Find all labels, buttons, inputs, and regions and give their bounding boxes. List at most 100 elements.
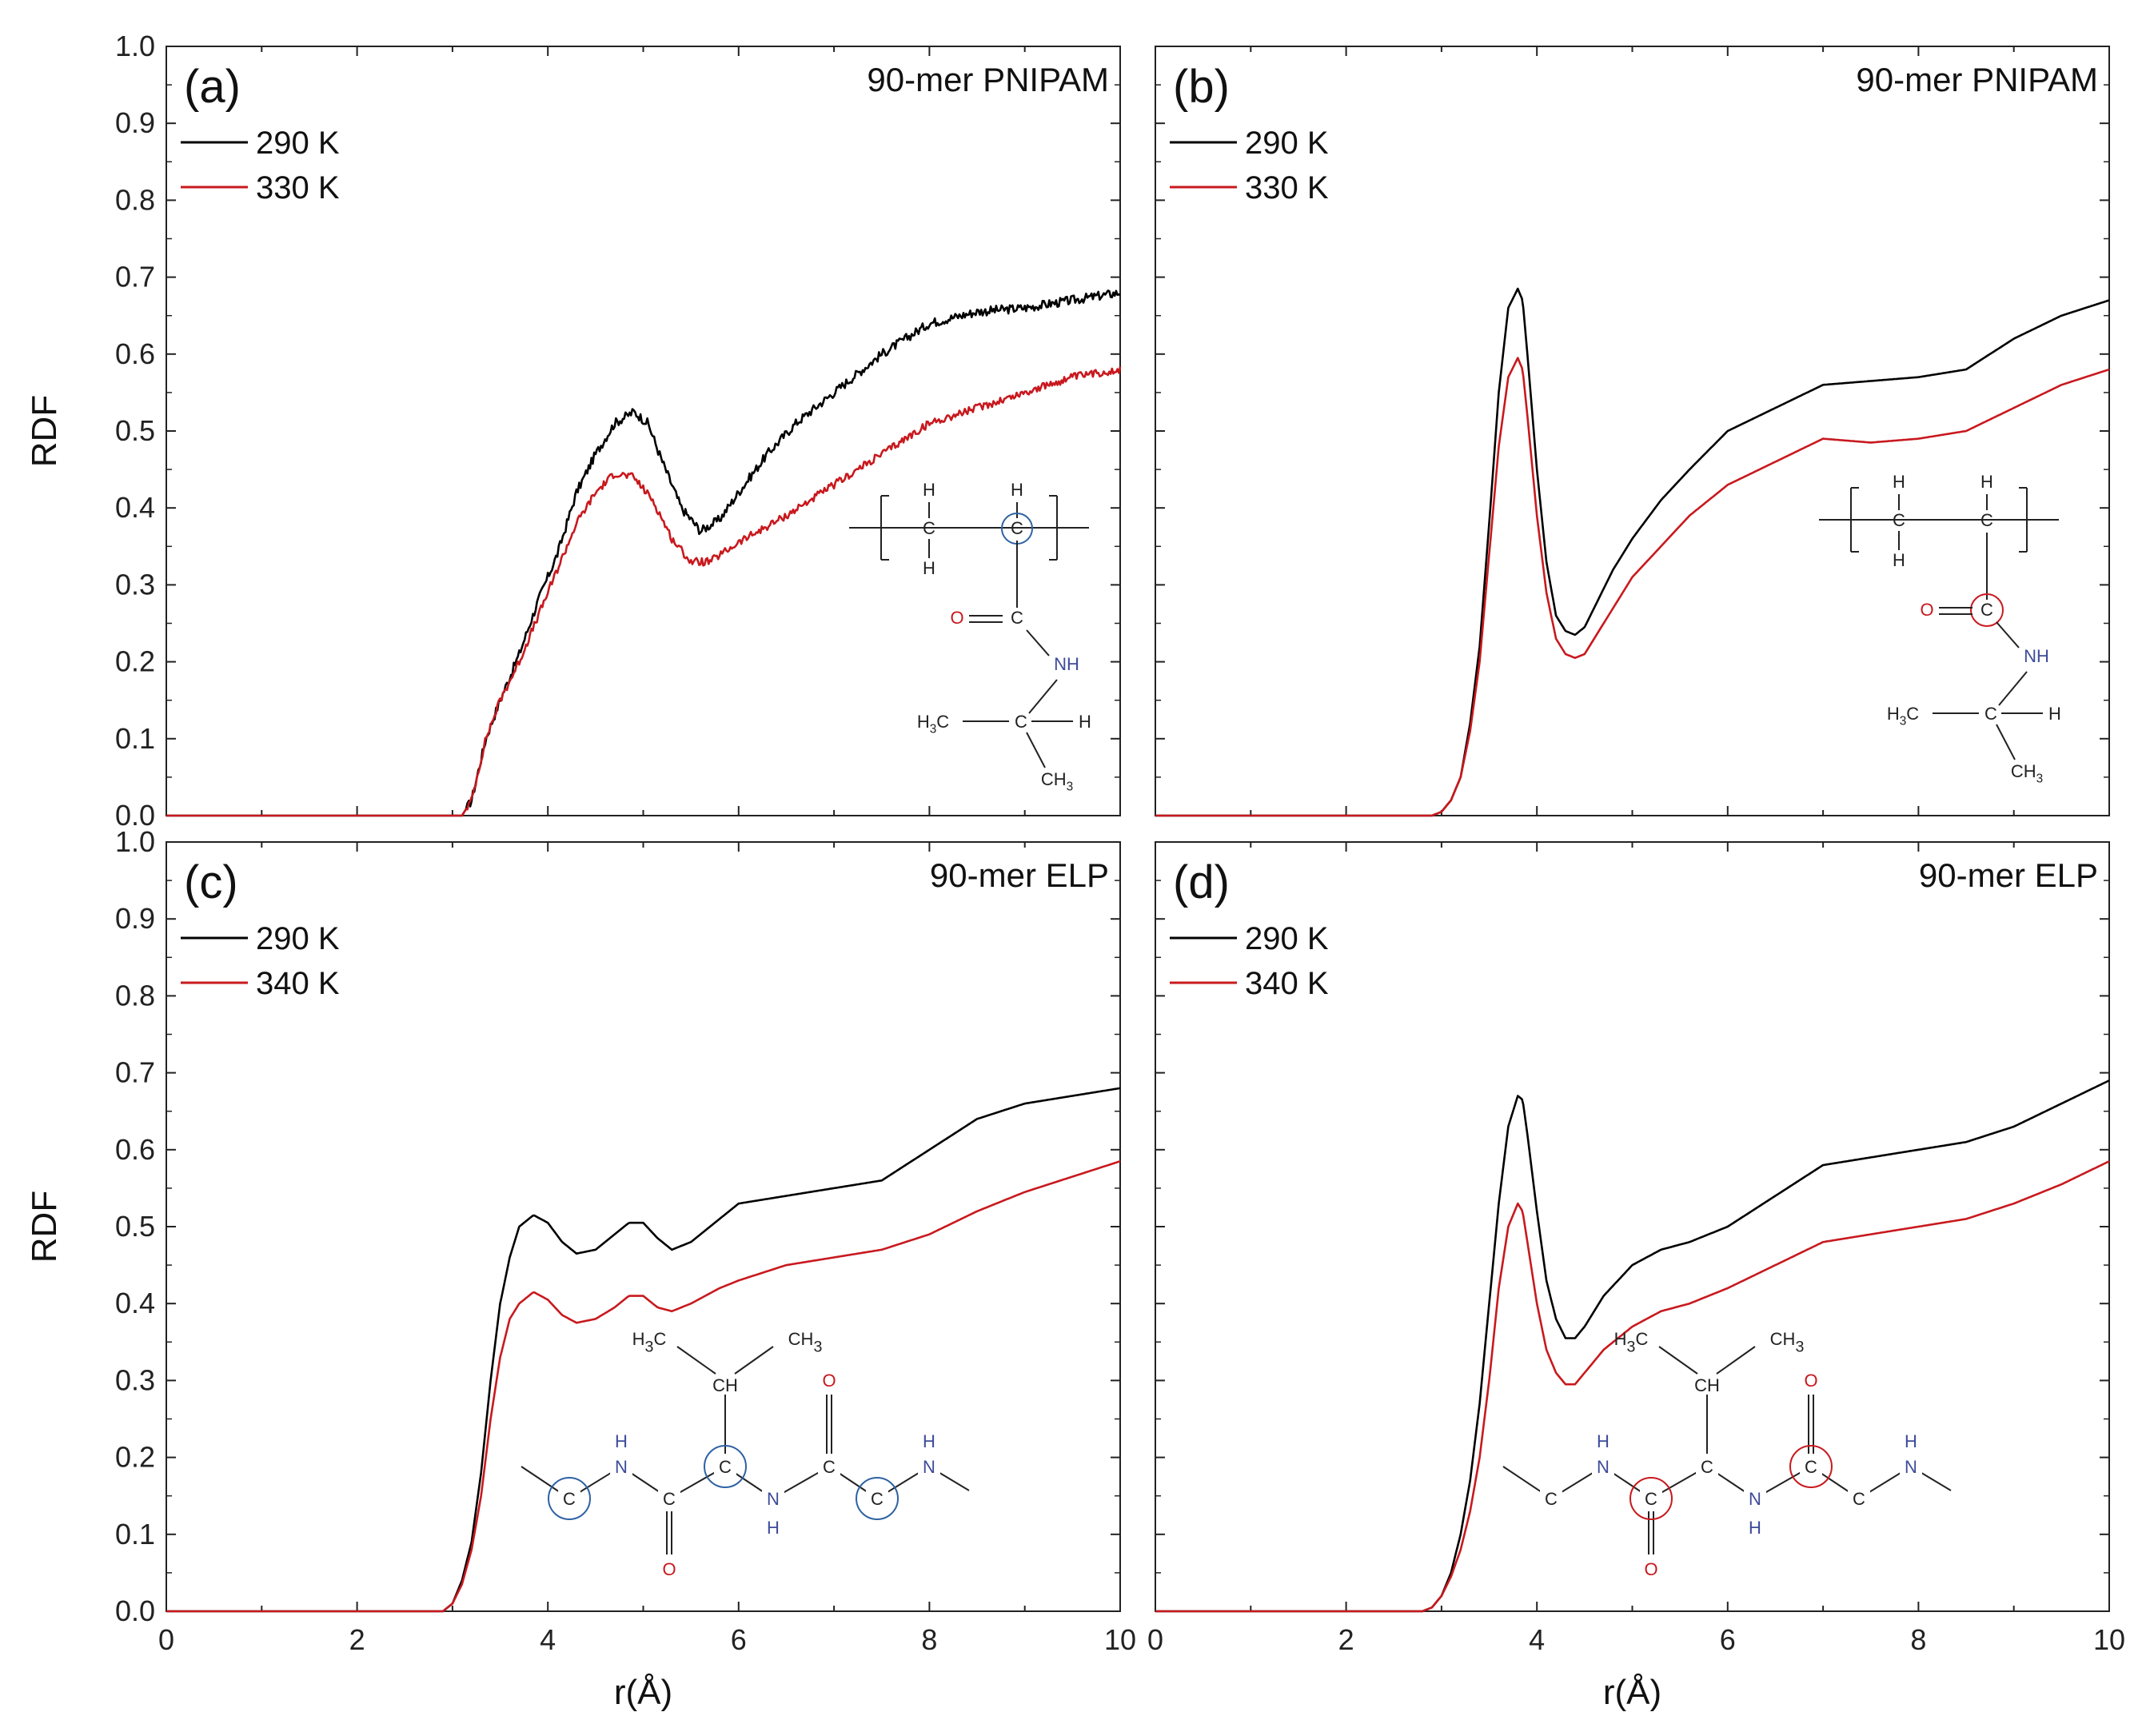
chem-label-bg xyxy=(1800,1455,1822,1478)
chem-group-ch3: CH3 xyxy=(1041,769,1073,794)
x-tick-label: 0 xyxy=(158,1623,174,1656)
chem-group-ch: CH xyxy=(712,1375,738,1395)
chem-atom-h: H xyxy=(767,1518,780,1538)
chem-label-bg xyxy=(818,1455,840,1478)
y-tick-label: 1.0 xyxy=(115,30,155,62)
chem-atom-h: H xyxy=(1749,1518,1761,1538)
y-tick-label: 0.2 xyxy=(115,645,155,678)
chem-atom-h: H xyxy=(1893,550,1905,570)
chem-label-bg xyxy=(1640,1487,1662,1510)
y-tick-label: 0.5 xyxy=(115,1210,155,1243)
chem-atom-h: H xyxy=(1011,480,1023,500)
plot-frame xyxy=(1155,841,2110,1612)
chem-atom-c: C xyxy=(1011,518,1023,538)
chem-label-bg xyxy=(866,1487,888,1510)
legend-label: 290 K xyxy=(1245,126,1329,161)
highlight-circle xyxy=(548,1477,591,1520)
chem-atom-h: H xyxy=(1980,472,1993,492)
chem-atom-h: H xyxy=(1597,1431,1610,1451)
x-tick-label: 10 xyxy=(2093,1623,2125,1656)
chem-label-bg xyxy=(1540,1487,1562,1510)
chem-group-h3c: H3C xyxy=(917,712,949,736)
chem-bond xyxy=(1028,679,1058,714)
panel-title: 90-mer PNIPAM xyxy=(867,61,1109,98)
y-tick-label: 0.8 xyxy=(115,979,155,1012)
chem-label-bg xyxy=(1744,1487,1766,1510)
chem-atom-n: N xyxy=(1597,1457,1610,1477)
chart-panel-b: (b) 90-mer PNIPAM 290 K 330 K xyxy=(1155,46,2110,817)
y-tick-label: 0.2 xyxy=(115,1441,155,1474)
panel-title: 90-mer ELP xyxy=(930,856,1109,894)
legend-label: 290 K xyxy=(1245,921,1329,956)
x-tick-label: 6 xyxy=(1720,1623,1736,1656)
chem-atom-n: N xyxy=(615,1457,628,1477)
chem-atom-h: H xyxy=(923,1431,935,1451)
chem-label-bg xyxy=(658,1487,680,1510)
chem-atom-n: N xyxy=(767,1489,780,1509)
series-line-330-k xyxy=(166,366,1122,817)
y-tick-label: 0.7 xyxy=(115,1056,155,1089)
legend-label: 290 K xyxy=(256,921,340,956)
chem-atom-o: O xyxy=(1644,1559,1657,1579)
y-axis-label: RDF xyxy=(25,395,64,467)
chem-atom-c: C xyxy=(1015,712,1027,732)
plot-frame xyxy=(166,841,1121,1612)
chem-label-bg xyxy=(1696,1455,1718,1478)
chem-atom-h: H xyxy=(923,480,935,500)
chem-group-ch: CH xyxy=(1694,1375,1720,1395)
chem-label-bg xyxy=(1592,1455,1614,1478)
x-tick-label: 4 xyxy=(1529,1623,1545,1656)
chem-atom-o: O xyxy=(822,1371,836,1391)
chem-atom-c: C xyxy=(563,1489,576,1509)
chem-atom-n: N xyxy=(1905,1457,1917,1477)
chem-atom-c: C xyxy=(1545,1489,1558,1509)
x-tick-label: 2 xyxy=(349,1623,365,1656)
chem-bond xyxy=(1716,1346,1756,1375)
chem-atom-c: C xyxy=(719,1457,732,1477)
panel-label: (b) xyxy=(1173,61,1230,113)
chem-label-bg xyxy=(1848,1487,1870,1510)
highlight-circle xyxy=(704,1445,747,1488)
chem-atom-h: H xyxy=(923,558,935,578)
chem-atom-o: O xyxy=(1804,1371,1817,1391)
chem-atom-c: C xyxy=(1984,704,1997,724)
legend-label: 290 K xyxy=(256,126,340,161)
chem-atom-n: N xyxy=(1749,1489,1761,1509)
chem-group-h3c: H3C xyxy=(1614,1329,1649,1355)
series-line-290-k xyxy=(166,289,1121,817)
y-tick-label: 0.3 xyxy=(115,568,155,601)
series-line-340-k xyxy=(1155,1160,2110,1613)
legend-label: 330 K xyxy=(256,170,340,206)
y-tick-label: 0.7 xyxy=(115,261,155,293)
y-tick-label: 0.0 xyxy=(115,1594,155,1627)
x-tick-label: 2 xyxy=(1338,1623,1354,1656)
chem-label-bg xyxy=(1900,1455,1922,1478)
chem-bond xyxy=(734,1346,774,1375)
chem-label-bg xyxy=(762,1487,784,1510)
chart-panel-d: 0 2 4 6 8 10 r(Å) (d) 90-mer ELP 290 K 340 K xyxy=(1147,841,2125,1712)
chem-group-ch3: CH3 xyxy=(788,1329,823,1355)
chem-atom-c: C xyxy=(923,518,935,538)
chem-atom-o: O xyxy=(1920,600,1933,620)
y-tick-label: 0.6 xyxy=(115,1133,155,1166)
y-tick-label: 0.5 xyxy=(115,414,155,447)
x-tick-label: 10 xyxy=(1104,1623,1136,1656)
x-tick-label: 8 xyxy=(921,1623,937,1656)
chem-atom-c: C xyxy=(1645,1489,1657,1509)
chem-bond xyxy=(1996,724,2016,760)
chem-atom-h: H xyxy=(615,1431,628,1451)
chem-atom-c: C xyxy=(1805,1457,1817,1477)
x-tick-label: 4 xyxy=(540,1623,556,1656)
chem-group-h3c: H3C xyxy=(632,1329,667,1355)
chem-atom-c: C xyxy=(823,1457,836,1477)
y-tick-label: 0.4 xyxy=(115,491,155,524)
chem-group-ch3: CH3 xyxy=(2011,761,2043,786)
chem-atom-h: H xyxy=(1079,712,1091,732)
y-axis-label: RDF xyxy=(25,1191,64,1263)
chem-atom-c: C xyxy=(1011,608,1023,628)
chem-atom-c: C xyxy=(1893,510,1905,530)
chem-label-bg xyxy=(918,1455,940,1478)
chem-atom-o: O xyxy=(950,608,963,628)
highlight-circle xyxy=(1970,593,2004,627)
